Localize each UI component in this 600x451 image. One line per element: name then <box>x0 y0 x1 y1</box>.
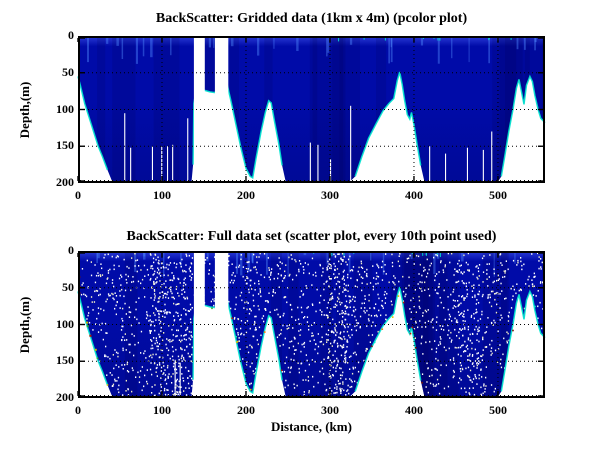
x-tick-label: 0 <box>75 188 81 202</box>
dropout-line <box>167 146 169 184</box>
pcolor-plot-canvas <box>77 36 546 184</box>
axes-frame <box>78 36 545 183</box>
y-tick-label: 200 <box>56 390 74 404</box>
y-tick-label: 0 <box>68 28 74 42</box>
data-gap-column <box>193 37 205 184</box>
dropout-line <box>466 147 468 183</box>
x-tick-label: 500 <box>488 403 507 417</box>
top-plot-title: BackScatter: Gridded data (1km x 4m) (pc… <box>155 11 468 26</box>
seafloor-boundary-highlight <box>192 76 283 180</box>
dropout-line <box>350 105 352 183</box>
dropout-line <box>491 131 493 183</box>
dropout-line <box>174 359 176 398</box>
dropout-line <box>187 118 189 183</box>
seafloor-boundary-highlight <box>500 74 546 177</box>
x-tick-label: 200 <box>236 188 255 202</box>
bottom-y-axis-label: Depth,(m) <box>17 296 32 354</box>
x-tick-label: 0 <box>75 403 81 417</box>
y-tick-label: 100 <box>56 101 74 116</box>
data-gap-column <box>214 252 229 398</box>
x-axis-label: Distance, (km) <box>271 419 352 434</box>
x-tick-label: 400 <box>404 188 423 202</box>
axes-frame <box>78 251 545 398</box>
dropout-line <box>445 153 447 183</box>
dropout-line <box>482 149 484 183</box>
y-tick-label: 150 <box>56 138 74 153</box>
x-tick-label: 300 <box>320 403 339 417</box>
dropout-line <box>161 146 163 184</box>
y-tick-label: 150 <box>56 353 74 368</box>
scatter-plot-canvas <box>77 251 546 398</box>
dropout-line <box>124 113 126 183</box>
dropout-line <box>130 147 132 183</box>
x-tick-label: 500 <box>488 188 507 202</box>
y-tick-label: 200 <box>56 175 74 189</box>
x-tick-label: 100 <box>152 188 171 202</box>
dropout-line <box>172 144 174 183</box>
y-tick-label: 0 <box>68 243 74 257</box>
dropout-line <box>151 146 153 184</box>
seafloor-boundary-highlight <box>354 71 422 177</box>
seafloor-boundary-highlight <box>500 289 546 392</box>
dropout-line <box>429 146 431 184</box>
dropout-line <box>309 142 311 183</box>
x-tick-label: 200 <box>236 403 255 417</box>
data-gap-column <box>214 37 229 184</box>
y-tick-label: 50 <box>62 279 74 294</box>
dropout-line <box>179 362 181 398</box>
dropout-line <box>330 159 332 183</box>
dropout-line <box>317 144 319 183</box>
seafloor-boundary-highlight <box>77 76 109 171</box>
y-tick-label: 50 <box>62 64 74 79</box>
seafloor-boundary-highlight <box>77 291 109 386</box>
data-gap-column <box>193 252 205 398</box>
top-y-axis-label: Depth,(m) <box>17 81 32 139</box>
seafloor-boundary-highlight <box>354 286 422 392</box>
x-tick-label: 100 <box>152 403 171 417</box>
x-tick-label: 300 <box>320 188 339 202</box>
x-tick-label: 400 <box>404 403 423 417</box>
seafloor-boundary-highlight <box>192 291 283 395</box>
bottom-plot-title: BackScatter: Full data set (scatter plot… <box>126 229 497 244</box>
y-tick-label: 100 <box>56 316 74 331</box>
